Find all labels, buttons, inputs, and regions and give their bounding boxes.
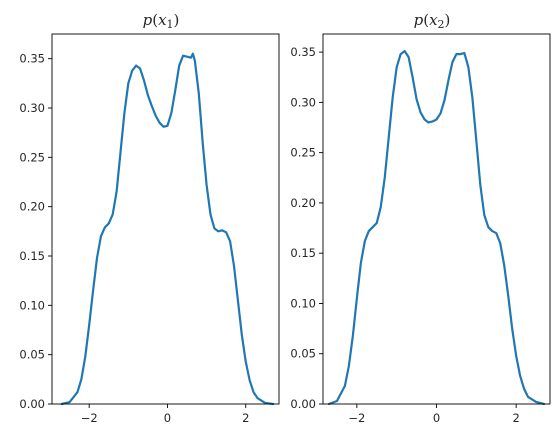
y-tick-label: 0.35	[290, 45, 316, 59]
y-tick-label: 0.15	[290, 246, 316, 260]
y-tick-label: 0.30	[290, 95, 316, 109]
y-tick-label: 0.10	[290, 296, 316, 310]
y-tick-label: 0.00	[290, 397, 316, 411]
density-line	[60, 52, 275, 406]
y-tick-label: 0.00	[19, 397, 45, 411]
x-tick-label: −2	[348, 411, 365, 425]
y-tick-label: 0.25	[19, 150, 45, 164]
x-tick-label: 2	[242, 411, 249, 425]
subplot-title: p(x1)	[143, 11, 180, 31]
density-line	[327, 49, 546, 406]
y-tick-label: 0.10	[19, 298, 45, 312]
y-tick-label: 0.05	[19, 348, 45, 362]
axes-frame	[51, 33, 280, 405]
x-tick-label: 0	[433, 411, 440, 425]
x-tick-label: 0	[164, 411, 171, 425]
x-tick-label: −2	[81, 411, 98, 425]
y-tick-label: 0.20	[290, 196, 316, 210]
y-tick-label: 0.20	[19, 200, 45, 214]
y-tick-label: 0.35	[19, 52, 45, 66]
y-tick-label: 0.15	[19, 249, 45, 263]
subplot-p-x1: p(x1) −2 0 2 0.00 0.05 0.10 0.15 0.20 0.25 0.30 0.…	[19, 11, 280, 425]
y-tick-label: 0.05	[290, 347, 316, 361]
x-tick-label: 2	[512, 411, 519, 425]
y-tick-label: 0.25	[290, 146, 316, 160]
subplot-p-x2: p(x2) −2 0 2 0.00 0.05 0.10 0.15 0.20 0.25 0.30 0.…	[290, 11, 551, 425]
subplot-title: p(x2)	[414, 11, 451, 31]
y-tick-label: 0.30	[19, 101, 45, 115]
